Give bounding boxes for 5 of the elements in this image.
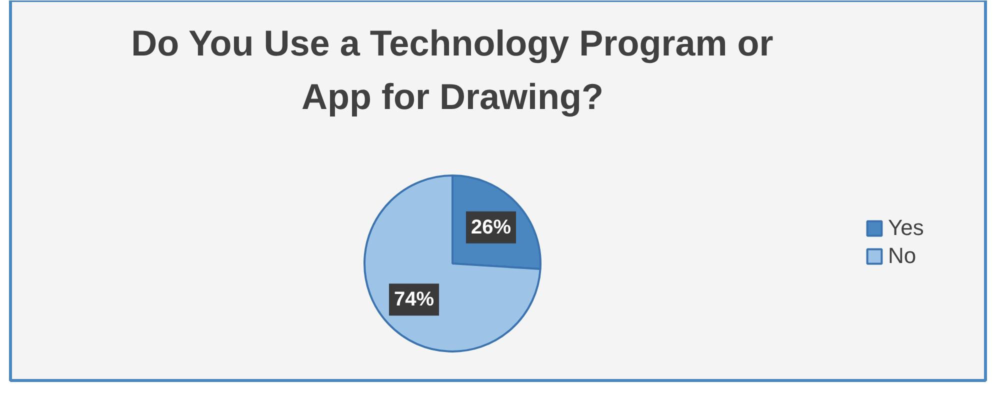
legend-label: No	[888, 243, 916, 269]
data-label: 26%	[470, 216, 512, 238]
data-label: 74%	[394, 288, 434, 311]
legend-label: Yes	[888, 215, 924, 241]
chart-title: Do You Use a Technology Program or App for Drawing?	[131, 22, 774, 117]
